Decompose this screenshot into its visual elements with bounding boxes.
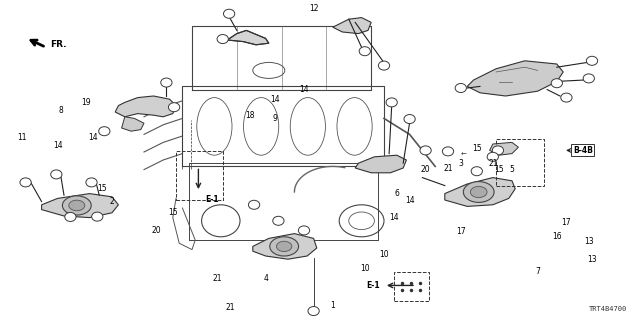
Text: 10: 10 bbox=[360, 264, 370, 273]
Text: 21: 21 bbox=[488, 159, 497, 168]
Text: 5: 5 bbox=[509, 165, 515, 174]
Polygon shape bbox=[253, 234, 317, 259]
Text: 7: 7 bbox=[535, 268, 540, 276]
Ellipse shape bbox=[359, 47, 371, 56]
Text: 14: 14 bbox=[388, 213, 399, 222]
Text: 1: 1 bbox=[330, 301, 335, 310]
Text: 11: 11 bbox=[18, 133, 27, 142]
Text: 3: 3 bbox=[458, 159, 463, 168]
Polygon shape bbox=[490, 142, 518, 155]
Text: 21: 21 bbox=[226, 303, 235, 312]
Polygon shape bbox=[333, 18, 371, 34]
Text: 14: 14 bbox=[270, 95, 280, 104]
Ellipse shape bbox=[273, 216, 284, 225]
Ellipse shape bbox=[92, 212, 103, 221]
Text: 6: 6 bbox=[394, 189, 399, 198]
Ellipse shape bbox=[487, 152, 499, 161]
Ellipse shape bbox=[551, 79, 563, 88]
Ellipse shape bbox=[386, 98, 397, 107]
Text: 15: 15 bbox=[168, 208, 178, 217]
Text: 14: 14 bbox=[88, 133, 98, 142]
Ellipse shape bbox=[99, 127, 110, 136]
Text: 14: 14 bbox=[52, 141, 63, 150]
Text: B-4B: B-4B bbox=[573, 146, 593, 155]
Ellipse shape bbox=[69, 200, 84, 211]
Polygon shape bbox=[122, 117, 144, 131]
Ellipse shape bbox=[223, 9, 235, 18]
Ellipse shape bbox=[168, 103, 180, 112]
Ellipse shape bbox=[561, 93, 572, 102]
Text: 20: 20 bbox=[152, 226, 162, 235]
Bar bbox=[496, 139, 544, 186]
Ellipse shape bbox=[217, 35, 228, 44]
Ellipse shape bbox=[63, 196, 91, 215]
Text: 19: 19 bbox=[81, 98, 92, 107]
Ellipse shape bbox=[248, 200, 260, 209]
Polygon shape bbox=[115, 96, 176, 117]
Ellipse shape bbox=[455, 84, 467, 92]
Text: 16: 16 bbox=[552, 232, 562, 241]
Text: 17: 17 bbox=[561, 218, 572, 227]
Text: 15: 15 bbox=[97, 184, 108, 193]
Ellipse shape bbox=[583, 74, 595, 83]
Text: E-1: E-1 bbox=[205, 195, 218, 204]
Text: 2: 2 bbox=[109, 197, 115, 206]
Text: ←: ← bbox=[461, 152, 467, 158]
Ellipse shape bbox=[86, 178, 97, 187]
Text: 4: 4 bbox=[263, 274, 268, 283]
Ellipse shape bbox=[471, 167, 483, 176]
Ellipse shape bbox=[586, 56, 598, 65]
Text: 12: 12 bbox=[309, 4, 318, 13]
Text: 13: 13 bbox=[587, 255, 597, 264]
Text: TRT4B4700: TRT4B4700 bbox=[589, 306, 627, 312]
Text: 18: 18 bbox=[245, 111, 254, 120]
Ellipse shape bbox=[470, 186, 487, 197]
Text: 17: 17 bbox=[456, 228, 466, 236]
Text: E-1: E-1 bbox=[367, 281, 380, 290]
Text: 21: 21 bbox=[444, 164, 452, 173]
Text: 21: 21 bbox=[213, 274, 222, 283]
Text: 15: 15 bbox=[472, 144, 482, 153]
Text: 14: 14 bbox=[299, 85, 309, 94]
Ellipse shape bbox=[492, 146, 504, 155]
Text: FR.: FR. bbox=[50, 40, 67, 49]
Text: 15: 15 bbox=[494, 165, 504, 174]
Text: 8: 8 bbox=[58, 106, 63, 115]
Polygon shape bbox=[467, 61, 563, 96]
Bar bbox=[176, 151, 223, 200]
Ellipse shape bbox=[161, 78, 172, 87]
Ellipse shape bbox=[378, 61, 390, 70]
Bar bbox=[394, 272, 429, 301]
Text: 9: 9 bbox=[273, 114, 278, 123]
Text: 10: 10 bbox=[379, 250, 389, 259]
Polygon shape bbox=[355, 155, 406, 173]
Text: 13: 13 bbox=[584, 237, 594, 246]
Polygon shape bbox=[42, 194, 118, 218]
Polygon shape bbox=[445, 178, 515, 206]
Ellipse shape bbox=[65, 212, 76, 221]
Ellipse shape bbox=[51, 170, 62, 179]
Ellipse shape bbox=[308, 307, 319, 316]
Ellipse shape bbox=[276, 241, 292, 252]
Text: 14: 14 bbox=[404, 196, 415, 205]
Ellipse shape bbox=[404, 115, 415, 124]
Text: 20: 20 bbox=[420, 165, 431, 174]
Ellipse shape bbox=[298, 226, 310, 235]
Ellipse shape bbox=[270, 237, 298, 256]
Polygon shape bbox=[227, 30, 269, 45]
Ellipse shape bbox=[442, 147, 454, 156]
Ellipse shape bbox=[463, 182, 494, 203]
Ellipse shape bbox=[420, 146, 431, 155]
Ellipse shape bbox=[20, 178, 31, 187]
